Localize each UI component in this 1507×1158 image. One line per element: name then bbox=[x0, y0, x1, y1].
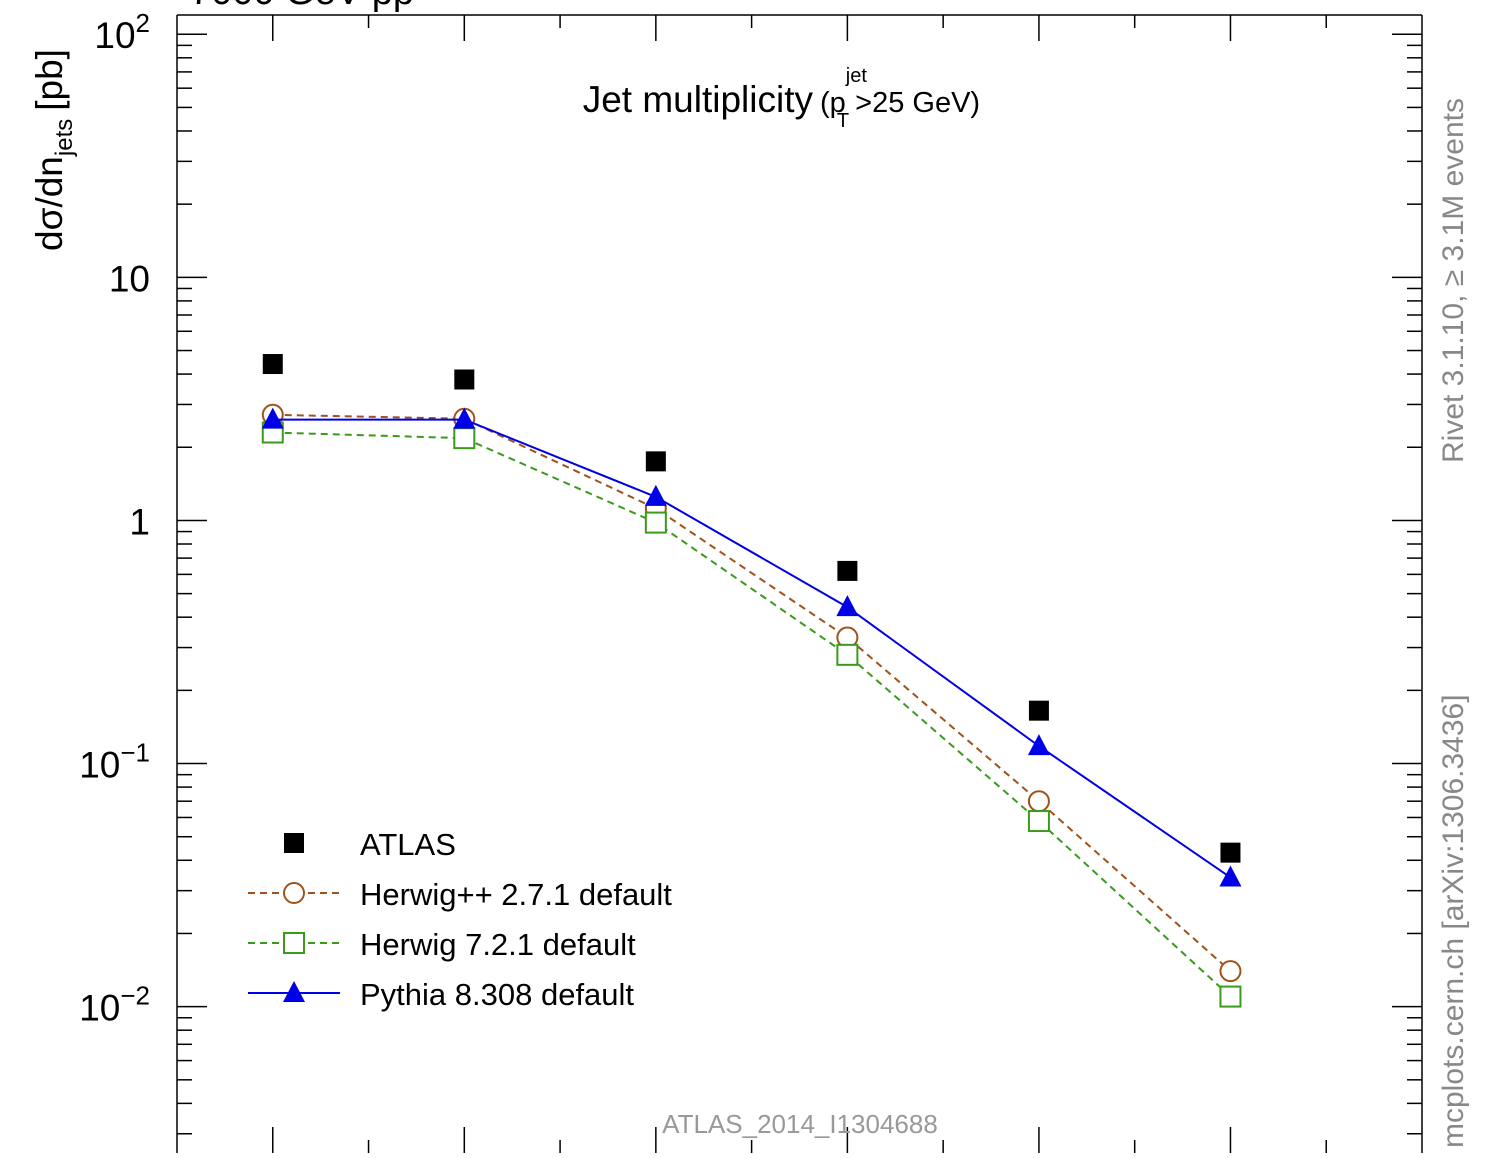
series-2 bbox=[261, 421, 1242, 1008]
marker-open-circle bbox=[1219, 960, 1242, 983]
marker-open-circle bbox=[283, 882, 305, 904]
analysis-label: ATLAS_2014_I1304688 bbox=[662, 1109, 938, 1139]
series-3 bbox=[261, 407, 1242, 887]
side-label-top: Rivet 3.1.10, ≥ 3.1M events bbox=[1437, 98, 1470, 463]
title-suffix-sup: jet bbox=[845, 65, 868, 87]
chart-title-suffix: (pjet T >25 GeV) bbox=[820, 65, 980, 132]
marker-filled-square bbox=[645, 451, 666, 472]
legend: ATLAS Herwig++ 2.7.1 default Herwig 7.2.1 … bbox=[248, 827, 672, 1012]
chart-title-group: Jet multiplicity (pjet T >25 GeV) bbox=[583, 65, 980, 132]
legend-item: Pythia 8.308 default bbox=[248, 977, 634, 1012]
y-tick-label: 10−1 bbox=[79, 738, 150, 786]
series-line bbox=[272, 431, 1232, 998]
y-tick-labels: 102 10 1 10−1 10−2 bbox=[79, 8, 150, 1028]
series-line bbox=[272, 418, 1232, 879]
side-label-bottom: mcplots.cern.ch [arXiv:1306.3436] bbox=[1437, 694, 1470, 1148]
y-tick-label: 1 bbox=[129, 501, 150, 542]
series-0 bbox=[262, 354, 1241, 863]
y-axis-label: dσ/dnjets [pb] bbox=[29, 49, 78, 251]
marker-filled-triangle bbox=[453, 407, 476, 429]
marker-open-square bbox=[283, 932, 305, 954]
marker-filled-square bbox=[1220, 842, 1241, 863]
title-suffix-prefix: (p bbox=[820, 87, 846, 119]
marker-open-square bbox=[1219, 985, 1242, 1008]
axis-ticks bbox=[177, 15, 1422, 1153]
y-tick-label: 102 bbox=[94, 8, 150, 56]
header-partial: 7000 GeV pp bbox=[190, 0, 414, 13]
title-suffix-rest: >25 GeV) bbox=[855, 87, 980, 119]
title-suffix-sub: T bbox=[837, 110, 849, 132]
legend-item: Herwig++ 2.7.1 default bbox=[248, 877, 672, 912]
legend-item: ATLAS bbox=[284, 827, 456, 862]
marker-filled-square bbox=[284, 833, 304, 853]
marker-open-square bbox=[836, 643, 859, 666]
y-tick-label: 10 bbox=[109, 258, 150, 299]
marker-open-circle bbox=[1027, 790, 1050, 813]
series-layer bbox=[261, 354, 1242, 1008]
y-axis-label-unit: [pb] bbox=[29, 49, 70, 111]
marker-open-square bbox=[1027, 810, 1050, 833]
chart-title: Jet multiplicity bbox=[583, 79, 814, 120]
y-tick-label: 10−2 bbox=[79, 981, 150, 1029]
marker-filled-triangle bbox=[836, 595, 859, 617]
marker-filled-square bbox=[454, 369, 475, 390]
y-axis-label-main: dσ/dn bbox=[29, 156, 70, 251]
legend-label: Herwig++ 2.7.1 default bbox=[360, 877, 672, 912]
legend-label: Herwig 7.2.1 default bbox=[360, 927, 636, 962]
marker-filled-triangle bbox=[283, 981, 305, 1002]
marker-filled-square bbox=[1028, 700, 1049, 721]
legend-label: ATLAS bbox=[360, 827, 456, 862]
marker-filled-square bbox=[262, 354, 283, 375]
marker-filled-triangle bbox=[1027, 734, 1050, 756]
legend-label: Pythia 8.308 default bbox=[360, 977, 634, 1012]
series-line bbox=[272, 413, 1232, 972]
marker-filled-triangle bbox=[644, 484, 667, 506]
marker-filled-square bbox=[837, 560, 858, 581]
legend-item: Herwig 7.2.1 default bbox=[248, 927, 636, 962]
marker-open-square bbox=[644, 511, 667, 534]
y-axis-label-sub: jets bbox=[51, 119, 78, 157]
marker-filled-triangle bbox=[261, 407, 284, 429]
marker-open-square bbox=[453, 427, 476, 450]
marker-filled-triangle bbox=[1219, 865, 1242, 887]
